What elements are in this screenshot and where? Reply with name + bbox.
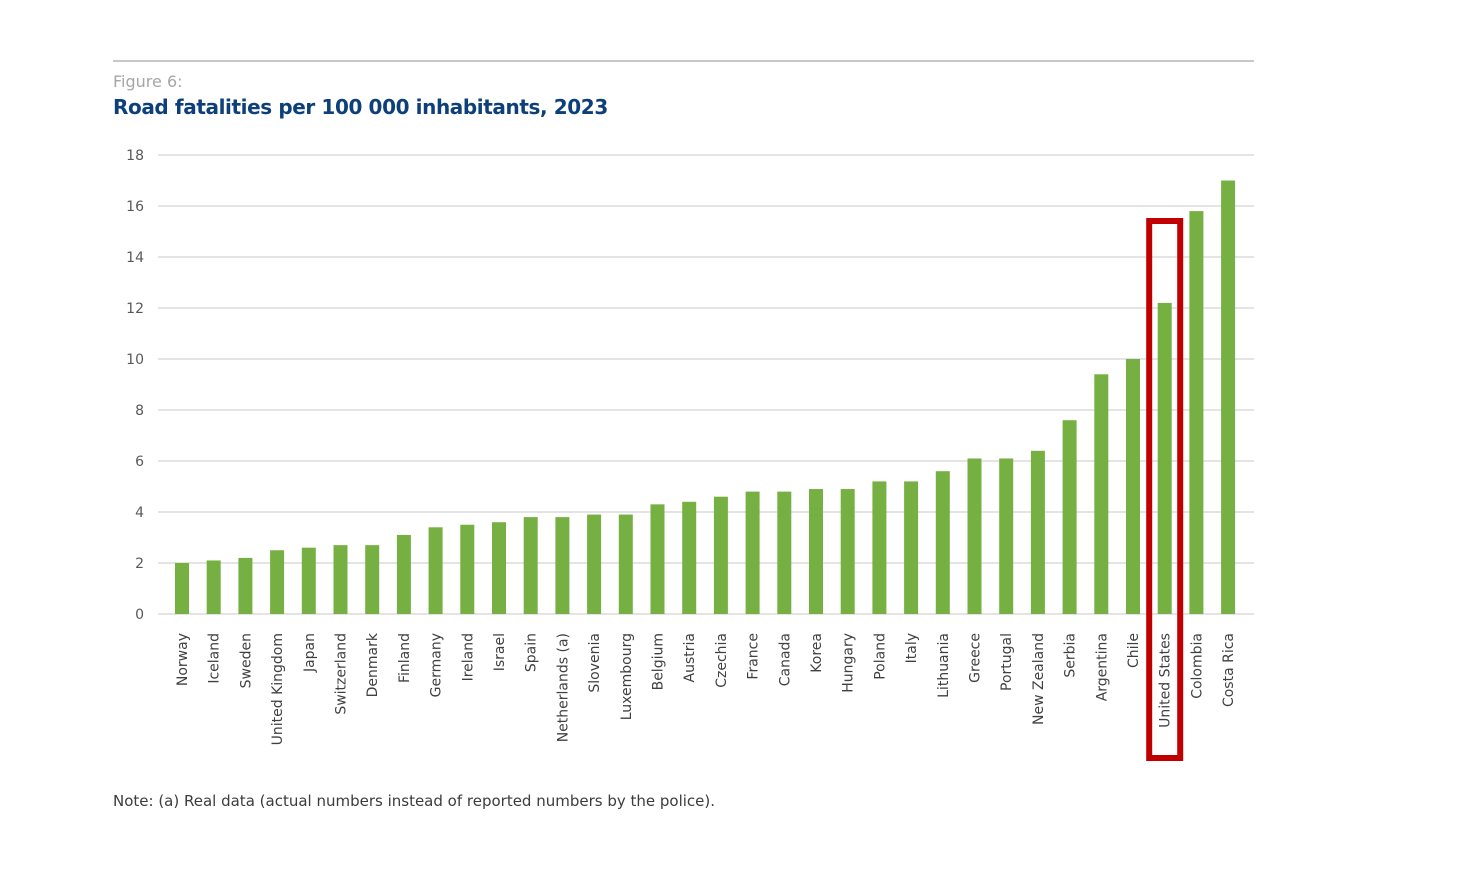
bar (301, 547, 316, 614)
bar (777, 491, 792, 614)
x-tick-label: Lithuania (936, 633, 952, 698)
y-tick-label: 16 (126, 199, 144, 215)
x-tick-label: Israel (492, 633, 508, 671)
bar (745, 491, 760, 614)
x-tick-label: Denmark (365, 632, 381, 697)
x-tick-label: Austria (682, 633, 698, 682)
bar (1189, 211, 1204, 614)
x-tick-label: United States (1158, 633, 1174, 728)
bar (206, 560, 221, 614)
x-tick-label: Germany (429, 633, 445, 697)
bar (682, 501, 697, 614)
bar (587, 514, 602, 614)
top-rule (113, 60, 1254, 62)
x-tick-label: Portugal (999, 633, 1015, 691)
bar (713, 496, 728, 614)
bar (999, 458, 1014, 614)
x-tick-label: Greece (968, 633, 984, 683)
y-tick-label: 8 (135, 403, 144, 419)
bar (555, 517, 570, 614)
x-tick-label: Chile (1126, 633, 1142, 668)
bar (935, 471, 950, 614)
y-tick-label: 6 (135, 454, 144, 470)
x-tick-label: Colombia (1189, 633, 1205, 699)
bar (1094, 374, 1109, 614)
chart-note: Note: (a) Real data (actual numbers inst… (113, 792, 716, 810)
bar (238, 557, 253, 614)
x-tick-label: Argentina (1094, 633, 1110, 701)
x-tick-label: Switzerland (334, 633, 350, 715)
x-tick-label: Ireland (460, 633, 476, 681)
bar (650, 504, 665, 614)
x-tick-label: Czechia (714, 633, 730, 688)
x-tick-label: Norway (175, 633, 191, 686)
bar (1030, 450, 1045, 614)
bar (270, 550, 285, 614)
x-tick-label: Slovenia (587, 633, 603, 693)
x-tick-label: Spain (524, 633, 540, 672)
y-tick-label: 12 (126, 301, 144, 317)
x-tick-label: New Zealand (1031, 633, 1047, 725)
bar (333, 545, 348, 614)
x-tick-label: Hungary (841, 633, 857, 693)
y-tick-label: 4 (135, 505, 144, 521)
x-tick-label: Sweden (238, 633, 254, 688)
x-tick-label: United Kingdom (270, 633, 286, 745)
y-tick-label: 0 (135, 607, 144, 623)
y-tick-label: 14 (126, 250, 144, 266)
y-tick-label: 18 (126, 148, 144, 164)
x-tick-label: Finland (397, 633, 413, 683)
figure-label: Figure 6: (113, 72, 183, 91)
x-tick-label: Iceland (207, 633, 223, 684)
bar (967, 458, 982, 614)
bar (872, 481, 887, 614)
x-tick-label: Belgium (651, 633, 667, 690)
bar (840, 489, 855, 614)
x-tick-label: Canada (777, 633, 793, 686)
x-tick-label: France (746, 633, 762, 680)
x-tick-label: Netherlands (a) (555, 633, 571, 742)
x-tick-label: Costa Rica (1221, 633, 1237, 707)
bar (365, 545, 380, 614)
bar (618, 514, 633, 614)
bar (175, 563, 189, 614)
bar (460, 524, 475, 614)
bar (1157, 302, 1172, 614)
bar (523, 517, 538, 614)
bar (1126, 359, 1140, 614)
x-tick-label: Poland (872, 633, 888, 680)
bar (492, 522, 506, 614)
x-tick-label: Italy (904, 633, 920, 663)
bar (1062, 420, 1077, 614)
y-tick-label: 10 (126, 352, 144, 368)
bar (904, 481, 919, 614)
bar (1221, 180, 1236, 614)
x-tick-label: Japan (302, 633, 318, 673)
bar (396, 534, 411, 614)
x-tick-label: Serbia (1063, 633, 1079, 678)
chart-title: Road fatalities per 100 000 inhabitants,… (113, 95, 608, 119)
bar (809, 489, 823, 614)
x-tick-label: Korea (809, 633, 825, 673)
bar (428, 527, 443, 614)
y-tick-label: 2 (135, 556, 144, 572)
highlight-box (1146, 218, 1184, 761)
x-tick-label: Luxembourg (619, 633, 635, 720)
